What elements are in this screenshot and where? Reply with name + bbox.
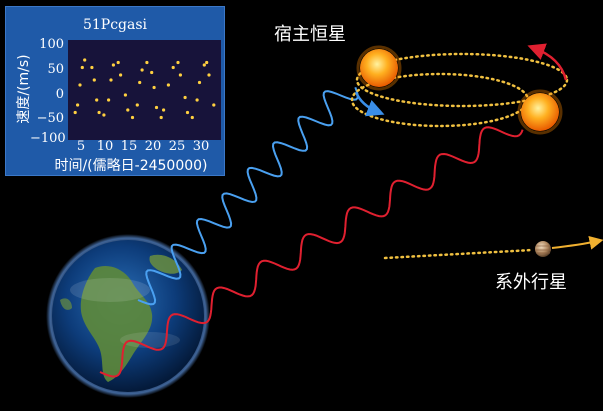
- data-point: [176, 60, 180, 65]
- data-point: [107, 98, 111, 102]
- data-point: [159, 115, 163, 120]
- data-point: [171, 65, 175, 70]
- inset-scatter: [73, 58, 216, 120]
- data-point: [97, 110, 101, 115]
- data-point: [109, 78, 113, 82]
- data-point: [102, 113, 106, 117]
- planet-motion-arrow: [551, 235, 603, 250]
- host-star-right: [517, 89, 563, 135]
- data-point: [152, 85, 156, 90]
- data-point: [190, 115, 194, 120]
- data-point: [154, 105, 159, 110]
- data-point: [78, 83, 82, 87]
- data-point: [90, 65, 94, 70]
- host-star-label: 宿主恒星: [274, 24, 346, 45]
- data-point: [140, 68, 144, 72]
- data-point: [123, 93, 127, 97]
- data-point: [126, 108, 130, 112]
- x-tick-label: 10: [96, 139, 114, 154]
- data-point: [207, 73, 211, 77]
- data-point: [130, 115, 135, 120]
- y-tick-label: −100: [30, 131, 66, 146]
- x-tick-label: 5: [76, 139, 86, 154]
- red-motion-arrow: [527, 43, 568, 81]
- data-point: [83, 58, 87, 62]
- y-tick-label: 0: [55, 87, 64, 102]
- data-point: [150, 70, 154, 75]
- data-point: [212, 103, 216, 107]
- star-orbit-outer: [355, 52, 569, 108]
- data-point: [80, 65, 84, 70]
- data-point: [195, 98, 199, 102]
- data-point: [197, 80, 202, 85]
- data-point: [185, 110, 190, 115]
- x-tick-label: 25: [168, 139, 186, 154]
- data-point: [162, 108, 166, 112]
- earth: [46, 234, 210, 398]
- data-point: [202, 63, 206, 67]
- data-point: [111, 63, 115, 67]
- y-tick-label: −50: [36, 111, 64, 126]
- data-point: [95, 98, 99, 102]
- data-point: [135, 103, 139, 107]
- blue-light-wave: [137, 86, 359, 306]
- x-tick-label: 30: [192, 139, 210, 154]
- data-point: [183, 95, 187, 100]
- x-tick-label: 15: [120, 139, 138, 154]
- data-point: [178, 73, 182, 77]
- data-point: [166, 83, 170, 87]
- y-tick-label: 50: [47, 62, 64, 77]
- data-point: [76, 103, 80, 107]
- planet-path: [383, 248, 534, 260]
- x-tick-label: 20: [144, 139, 162, 154]
- data-point: [119, 73, 123, 77]
- data-point: [205, 60, 209, 65]
- data-point: [138, 80, 142, 85]
- host-star-left: [356, 45, 402, 91]
- inset-x-axis-label: 时间/(儒略日-2450000): [54, 158, 208, 174]
- red-light-wave: [99, 126, 524, 378]
- blue-motion-arrow: [354, 91, 385, 117]
- radial-velocity-inset: 51Pcgasi 速度/(m/s) 100 50 0 −50 −100 5 10…: [5, 6, 225, 176]
- data-point: [116, 60, 120, 65]
- data-point: [73, 110, 77, 115]
- data-point: [145, 60, 149, 65]
- data-point: [92, 78, 96, 82]
- exoplanet: [535, 241, 551, 257]
- inset-plot-area: [68, 40, 221, 140]
- inset-title: 51Pcgasi: [82, 17, 148, 33]
- exoplanet-label: 系外行星: [495, 272, 567, 293]
- y-tick-label: 100: [39, 37, 64, 52]
